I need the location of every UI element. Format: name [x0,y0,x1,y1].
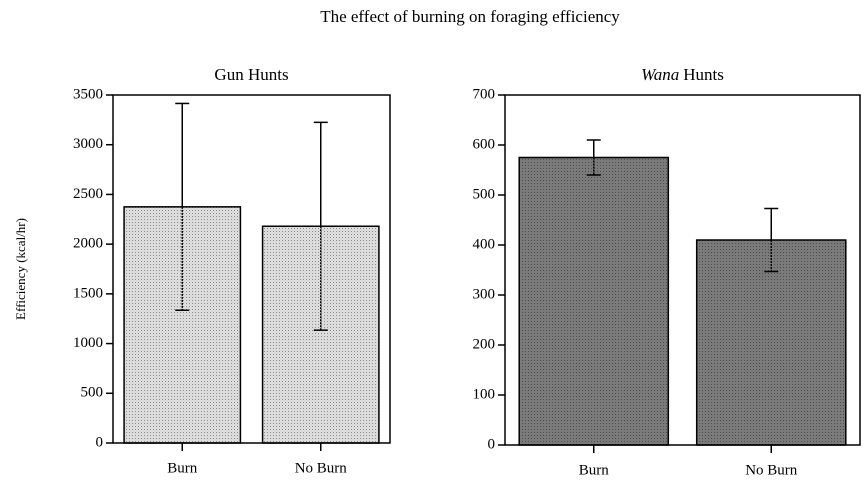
y-tick-label: 1500 [73,285,103,301]
y-tick-label: 3000 [73,136,103,152]
y-tick-label: 400 [473,236,496,252]
y-tick-label: 600 [473,136,496,152]
y-tick-label: 0 [488,436,496,452]
y-tick-label: 200 [473,336,496,352]
x-tick-label: Burn [167,460,198,476]
chart-title-part: Hunts [683,65,724,84]
chart-title-part: Wana [641,65,679,84]
y-tick-label: 3500 [73,86,103,102]
y-tick-label: 300 [473,286,496,302]
y-tick-label: 100 [473,386,496,402]
figure-title: The effect of burning on foraging effici… [320,7,620,26]
plot-frame [504,94,861,446]
chart-title: Gun Hunts [214,65,288,84]
chart-title-part: Gun Hunts [214,65,288,84]
y-tick-label: 500 [81,385,104,401]
x-tick-label: No Burn [745,462,798,478]
x-tick-label: Burn [579,462,610,478]
y-tick-label: 500 [473,186,496,202]
y-tick-label: 0 [96,434,104,450]
chart-title: Wana Hunts [641,65,724,84]
y-tick-label: 2000 [73,236,103,252]
bar-texture [262,226,379,443]
bar-texture [696,240,846,445]
x-tick-label: No Burn [295,460,348,476]
bar-texture [519,157,669,445]
bar-texture [124,206,241,443]
y-tick-label: 2500 [73,186,103,202]
y-axis-label: Efficiency (kcal/hr) [13,218,28,320]
y-tick-label: 700 [473,86,496,102]
plot-frame [112,94,391,444]
y-tick-label: 1000 [73,335,103,351]
